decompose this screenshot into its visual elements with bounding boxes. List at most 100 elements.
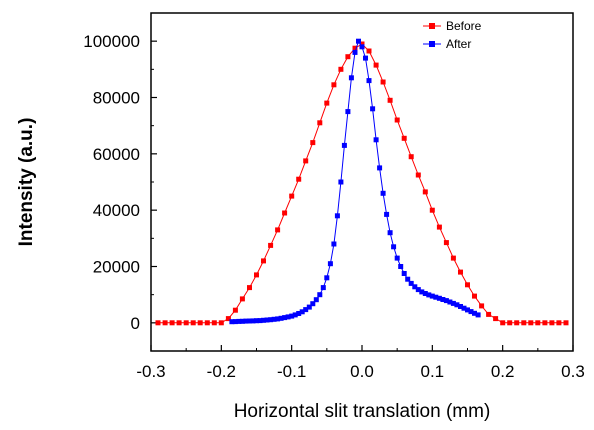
x-tick-label: 0.0 (350, 362, 374, 381)
data-point-before (493, 316, 499, 322)
data-point-after (426, 292, 432, 298)
y-tick-label: 80000 (93, 89, 140, 108)
data-point-before (204, 320, 210, 326)
data-point-after (398, 264, 404, 269)
data-point-before (183, 320, 189, 326)
data-point-after (447, 299, 453, 305)
data-point-before (429, 207, 435, 213)
data-point-before (500, 320, 506, 326)
data-point-before (436, 224, 442, 230)
data-point-after (303, 307, 309, 313)
data-point-after (229, 319, 235, 325)
data-point-after (412, 284, 418, 290)
x-tick-label: 0.3 (561, 362, 585, 381)
data-point-after (384, 211, 390, 217)
data-point-after (429, 293, 435, 299)
data-point-after (285, 314, 291, 320)
legend-marker-before (429, 23, 435, 29)
data-point-after (443, 298, 449, 304)
data-point-before (247, 285, 252, 291)
data-point-before (352, 45, 358, 51)
data-point-after (433, 294, 439, 300)
series-layer (155, 38, 569, 326)
data-point-before (324, 100, 330, 106)
data-point-before (528, 320, 534, 326)
data-point-after (299, 309, 305, 315)
data-point-before (338, 66, 344, 72)
data-point-before (443, 240, 449, 246)
y-tick-label: 60000 (93, 145, 140, 164)
x-tick-label: 0.1 (421, 362, 445, 381)
data-point-after (345, 109, 351, 115)
data-point-after (359, 44, 365, 50)
x-tick-label: -0.3 (136, 362, 165, 381)
data-point-before (380, 79, 386, 85)
y-tick-label: 40000 (93, 201, 140, 220)
data-point-after (324, 275, 330, 281)
data-point-after (243, 318, 249, 324)
data-point-before (366, 48, 372, 54)
legend: Before After (423, 19, 482, 51)
data-point-before (507, 320, 513, 326)
data-point-after (440, 297, 446, 302)
data-point-after (405, 276, 411, 282)
data-point-after (232, 319, 238, 325)
data-point-after (338, 179, 344, 185)
data-point-before (261, 258, 266, 264)
data-point-after (289, 313, 295, 319)
data-point-before (176, 320, 182, 326)
data-point-after (257, 318, 263, 324)
data-point-after (458, 304, 463, 309)
data-point-before (394, 117, 400, 123)
data-point-before (422, 189, 428, 195)
series-line-before (158, 43, 566, 324)
data-point-before (549, 320, 555, 326)
y-axis-title: Intensity (a.u.) (16, 118, 37, 247)
data-point-before (317, 120, 323, 126)
data-point-after (320, 285, 326, 291)
data-point-before (486, 311, 492, 317)
data-point-after (475, 312, 481, 318)
data-point-after (468, 309, 474, 315)
data-point-before (169, 320, 175, 326)
data-point-after (334, 213, 340, 219)
data-point-before (535, 320, 541, 326)
data-point-before (289, 193, 295, 199)
x-axis-title: Horizontal slit translation (mm) (234, 401, 491, 422)
data-point-before (162, 320, 168, 326)
x-tick-label: -0.1 (277, 362, 306, 381)
data-point-before (197, 320, 203, 326)
data-point-after (271, 316, 277, 322)
x-axis-ticks: -0.3 -0.2 -0.1 0.0 0.1 0.2 0.3 (136, 345, 585, 381)
data-point-after (292, 312, 298, 318)
data-point-after (422, 291, 428, 296)
data-point-before (401, 135, 407, 141)
data-point-after (268, 317, 274, 323)
data-point-after (236, 318, 242, 324)
data-point-before (479, 303, 485, 309)
data-point-before (296, 176, 302, 182)
data-point-after (247, 318, 252, 324)
data-point-after (250, 318, 256, 324)
data-point-before (239, 296, 245, 302)
data-point-after (465, 307, 470, 313)
data-point-after (461, 305, 467, 311)
data-point-before (232, 307, 238, 313)
data-point-before (415, 172, 421, 178)
data-point-before (331, 82, 337, 88)
data-point-before (373, 62, 379, 68)
data-point-before (275, 227, 281, 233)
data-point-after (387, 230, 393, 236)
data-point-after (401, 271, 407, 276)
data-point-after (419, 289, 425, 295)
data-point-after (370, 106, 376, 112)
data-point-after (377, 165, 383, 171)
data-point-after (450, 300, 456, 306)
data-point-before (310, 140, 316, 146)
data-point-after (363, 55, 368, 61)
data-point-after (310, 301, 316, 307)
data-point-before (211, 320, 217, 326)
data-point-before (359, 41, 365, 47)
data-point-before (345, 54, 351, 60)
data-point-before (458, 269, 463, 275)
